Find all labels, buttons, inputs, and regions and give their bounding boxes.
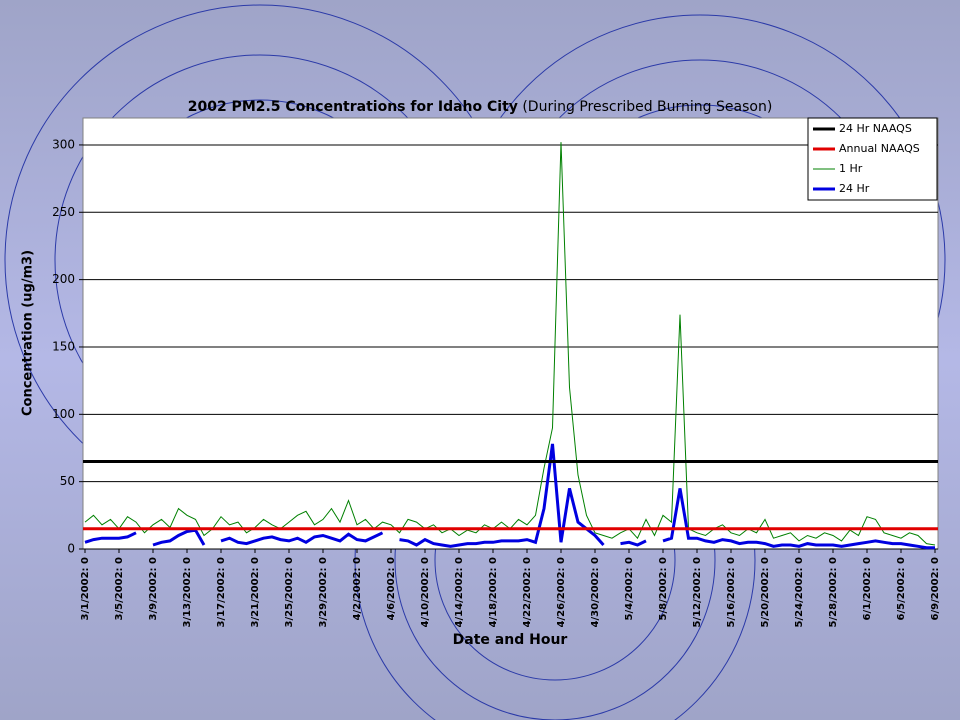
x-tick-label: 6/9/2002: 0: [930, 557, 941, 621]
x-tick-label: 5/4/2002: 0: [624, 557, 635, 621]
x-tick-label: 4/22/2002: 0: [522, 557, 533, 627]
legend-label: 24 Hr NAAQS: [839, 122, 912, 135]
legend-label: 1 Hr: [839, 162, 863, 175]
x-tick-label: 4/6/2002: 0: [386, 557, 397, 621]
legend-label: Annual NAAQS: [839, 142, 920, 155]
x-tick-label: 5/24/2002: 0: [794, 557, 805, 627]
x-tick-label: 6/5/2002: 0: [896, 557, 907, 621]
x-tick-label: 3/29/2002: 0: [318, 557, 329, 627]
y-tick-label: 150: [52, 339, 75, 353]
x-tick-label: 3/25/2002: 0: [284, 557, 295, 627]
subtitle: (During Prescribed Burning Season): [522, 99, 772, 115]
x-tick-label: 5/20/2002: 0: [760, 557, 771, 627]
x-tick-label: 4/14/2002: 0: [454, 557, 465, 627]
legend-box: [807, 117, 938, 201]
y-tick-label: 100: [52, 407, 75, 421]
x-tick-label: 3/5/2002: 0: [114, 557, 125, 621]
x-axis-title: Date and Hour: [453, 632, 568, 648]
x-tick-label: 5/12/2002: 0: [692, 557, 703, 627]
x-tick-label: 3/9/2002: 0: [148, 557, 159, 621]
y-tick-label: 0: [67, 542, 75, 556]
legend-label: 24 Hr: [839, 182, 870, 195]
series-line: [84, 443, 935, 550]
x-tick-label: 4/26/2002: 0: [556, 557, 567, 627]
x-tick-label: 3/17/2002: 0: [216, 557, 227, 627]
y-tick-label: 300: [52, 137, 75, 151]
x-tick-label: 4/2/2002: 0: [352, 557, 363, 621]
x-tick-label: 4/30/2002: 0: [590, 557, 601, 627]
y-axis-title: Concentration (ug/m3): [21, 250, 36, 416]
x-tick-label: 3/21/2002: 0: [250, 557, 261, 627]
y-tick-label: 50: [60, 474, 75, 488]
x-tick-label: 6/1/2002: 0: [862, 557, 873, 621]
x-tick-label: 3/13/2002: 0: [182, 557, 193, 627]
y-tick-label: 250: [52, 205, 75, 219]
title-main: 2002 PM2.5 Concentrations for Idaho City: [188, 99, 518, 115]
x-tick-label: 4/10/2002: 0: [420, 557, 431, 627]
x-tick-label: 5/8/2002: 0: [658, 557, 669, 621]
x-tick-label: 5/16/2002: 0: [726, 557, 737, 627]
y-tick-label: 200: [52, 272, 75, 286]
chart-title: 2002 PM2.5 Concentrations for Idaho City…: [188, 99, 773, 115]
x-tick-label: 4/18/2002: 0: [488, 557, 499, 627]
x-tick-label: 5/28/2002: 0: [828, 557, 839, 627]
plot-area: [82, 117, 939, 550]
x-tick-label: 3/1/2002: 0: [80, 557, 91, 621]
